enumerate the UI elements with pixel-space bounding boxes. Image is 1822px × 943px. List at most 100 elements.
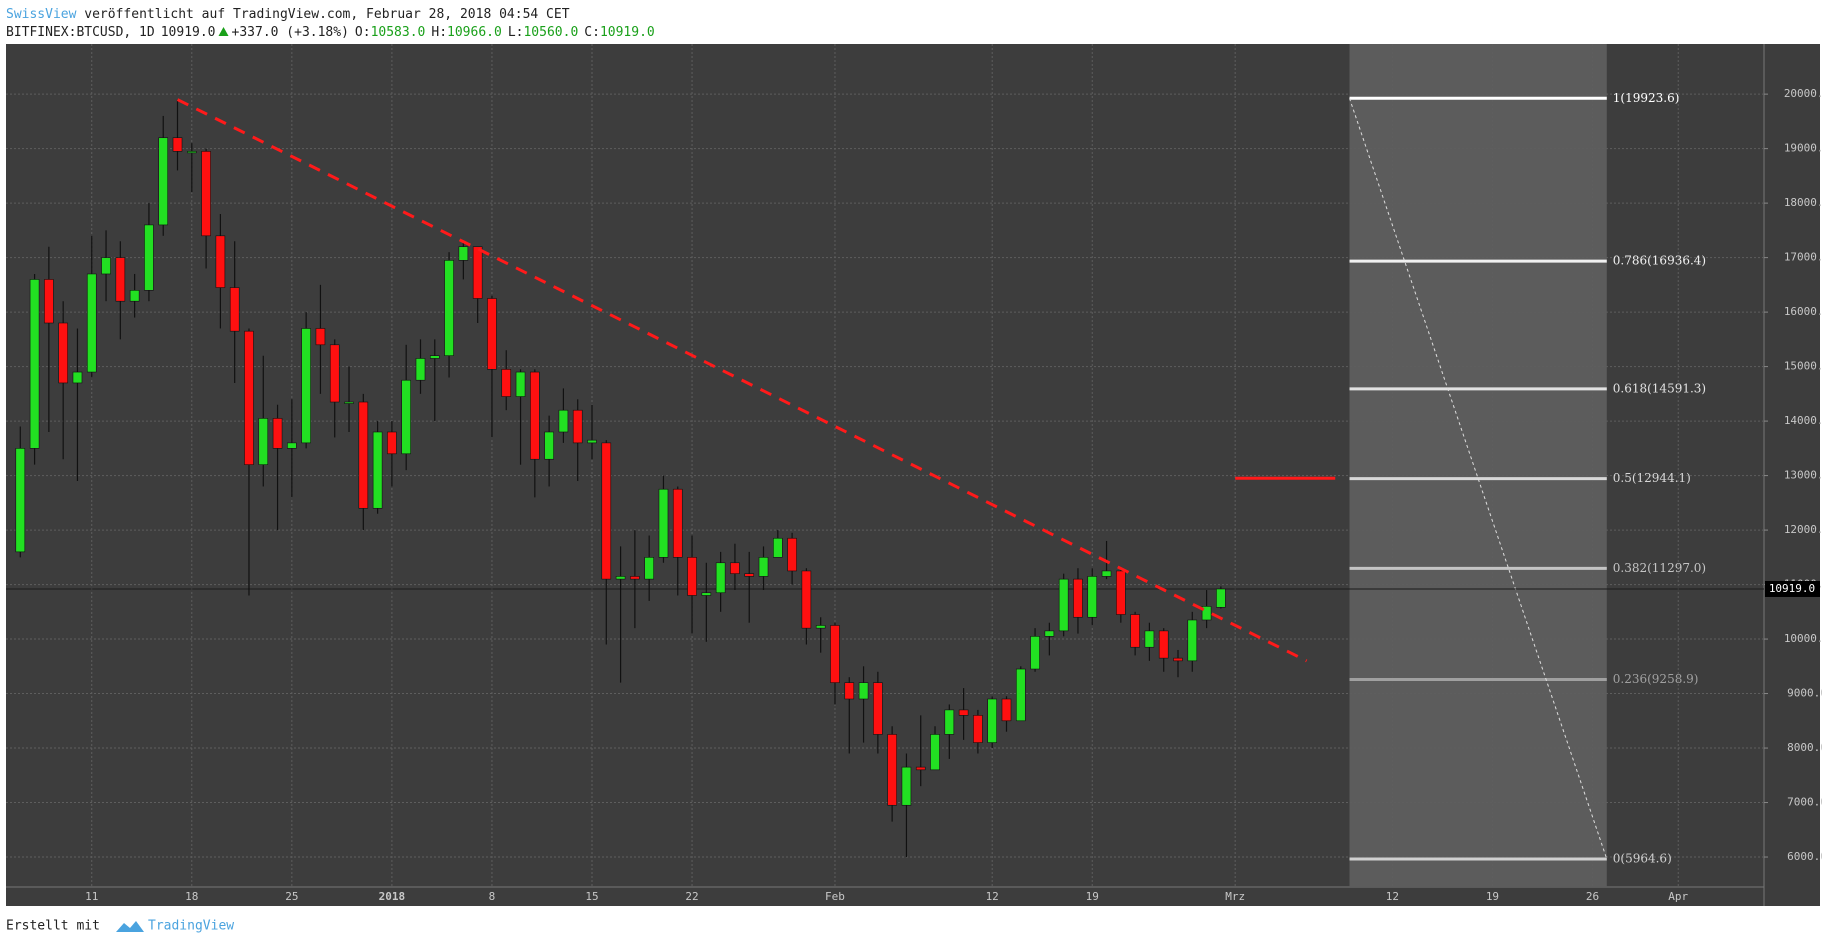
candle-body [815, 625, 826, 629]
candle-body [958, 709, 969, 716]
candle-body [887, 734, 897, 806]
x-tick-label: Mrz [1225, 890, 1245, 903]
candle-body [29, 279, 40, 449]
last-price-label: 10919.0 [1769, 582, 1815, 595]
candle-body [1144, 630, 1155, 648]
candle-body [1173, 657, 1183, 662]
candle-body [58, 322, 68, 384]
candle-body [601, 442, 612, 580]
y-tick-label: 12000.0 [1784, 523, 1822, 536]
candle-body [86, 273, 97, 373]
plot: 6000.07000.08000.09000.010000.011000.012… [6, 44, 1822, 903]
ohlc-key: C: [584, 25, 600, 40]
ohlc-value: 10919.0 [600, 25, 655, 40]
x-tick-label: 25 [285, 890, 298, 903]
candle-body [544, 431, 554, 460]
candle-body [1216, 588, 1226, 608]
candle-body [1087, 576, 1098, 618]
candle-body [615, 576, 626, 580]
candle-body [715, 562, 726, 594]
y-tick-label: 8000.0 [1787, 741, 1822, 754]
last-price-box [1765, 580, 1820, 597]
candle-body [1058, 578, 1069, 632]
fib-label: 0.618(14591.3) [1613, 381, 1706, 395]
x-tick-label: 18 [185, 890, 198, 903]
candle-body [773, 537, 783, 558]
candle-body [229, 287, 240, 332]
candle-body [1101, 570, 1112, 577]
y-tick-label: 15000.0 [1784, 360, 1822, 373]
candle-body [15, 448, 26, 553]
candle-body [915, 766, 926, 771]
y-tick-label: 6000.0 [1787, 850, 1822, 863]
header-line-1: SwissView veröffentlicht auf TradingView… [6, 7, 570, 22]
candle-body [458, 246, 469, 261]
candle-body [1187, 619, 1198, 662]
change: +337.0 (+3.18%) [232, 25, 349, 40]
candle-body [873, 682, 883, 735]
fib-label: 0(5964.6) [1613, 851, 1672, 865]
candle-body [101, 257, 111, 275]
candle-body [587, 439, 597, 444]
y-tick-label: 14000.0 [1784, 414, 1822, 427]
candle-body [358, 401, 369, 509]
candle-body [787, 537, 797, 572]
candle-body [287, 442, 297, 449]
candle-body [172, 137, 183, 152]
candle-body [1158, 630, 1169, 659]
candle-body [730, 562, 740, 574]
y-tick-label: 9000.0 [1787, 687, 1822, 700]
candle-body [158, 137, 169, 226]
last: 10919.0 [161, 25, 216, 40]
candle-body [644, 557, 654, 580]
candle-body [844, 682, 855, 700]
candle-body [301, 328, 311, 444]
x-tick-label: 12 [986, 890, 999, 903]
x-tick-label: 19 [1086, 890, 1099, 903]
fib-label: 0.5(12944.1) [1613, 471, 1691, 485]
candle-body [630, 576, 640, 580]
candle-body [144, 224, 154, 291]
candle-body [530, 371, 540, 460]
candle-body [930, 734, 940, 771]
x-tick-label: 2018 [379, 890, 406, 903]
y-tick-label: 19000.0 [1784, 142, 1822, 155]
x-tick-label: 12 [1386, 890, 1399, 903]
candle-body [415, 358, 426, 381]
candle-body [515, 371, 526, 397]
symbol: BITFINEX:BTCUSD, 1D [6, 25, 155, 40]
candle-body [272, 418, 283, 449]
fib-label: 0.786(16936.4) [1613, 254, 1706, 268]
candle-body [129, 290, 140, 302]
y-tick-label: 16000.0 [1784, 305, 1822, 318]
header-line-2: BITFINEX:BTCUSD, 1D 10919.0 +337.0 (+3.18%… [6, 25, 655, 40]
fib-label: 1(19923.6) [1613, 91, 1680, 105]
candle-body [472, 246, 483, 299]
candle-body [487, 298, 497, 370]
ohlc-key: L: [508, 25, 524, 40]
candle-body [329, 344, 340, 403]
candle-body [858, 682, 869, 700]
ohlc-key: O: [355, 25, 371, 40]
y-tick-label: 18000.0 [1784, 196, 1822, 209]
candle-body [987, 698, 997, 743]
candle-body [501, 369, 512, 397]
x-tick-label: 15 [585, 890, 598, 903]
fib-label: 0.236(9258.9) [1613, 672, 1699, 686]
footer-brand[interactable]: TradingView [148, 919, 234, 934]
ohlc-value: 10966.0 [447, 25, 502, 40]
candle-body [973, 715, 983, 743]
candle-body [1130, 614, 1140, 648]
candle-body [187, 151, 197, 154]
candle-body [1201, 606, 1212, 621]
candle-body [1073, 578, 1083, 618]
candle-body [744, 573, 755, 577]
y-tick-label: 17000.0 [1784, 251, 1822, 264]
y-tick-label: 10000.0 [1784, 632, 1822, 645]
publisher[interactable]: SwissView [6, 7, 77, 22]
candle-body [658, 488, 669, 558]
candle-body [572, 409, 583, 444]
candle-body [801, 570, 812, 629]
x-tick-label: 19 [1486, 890, 1499, 903]
